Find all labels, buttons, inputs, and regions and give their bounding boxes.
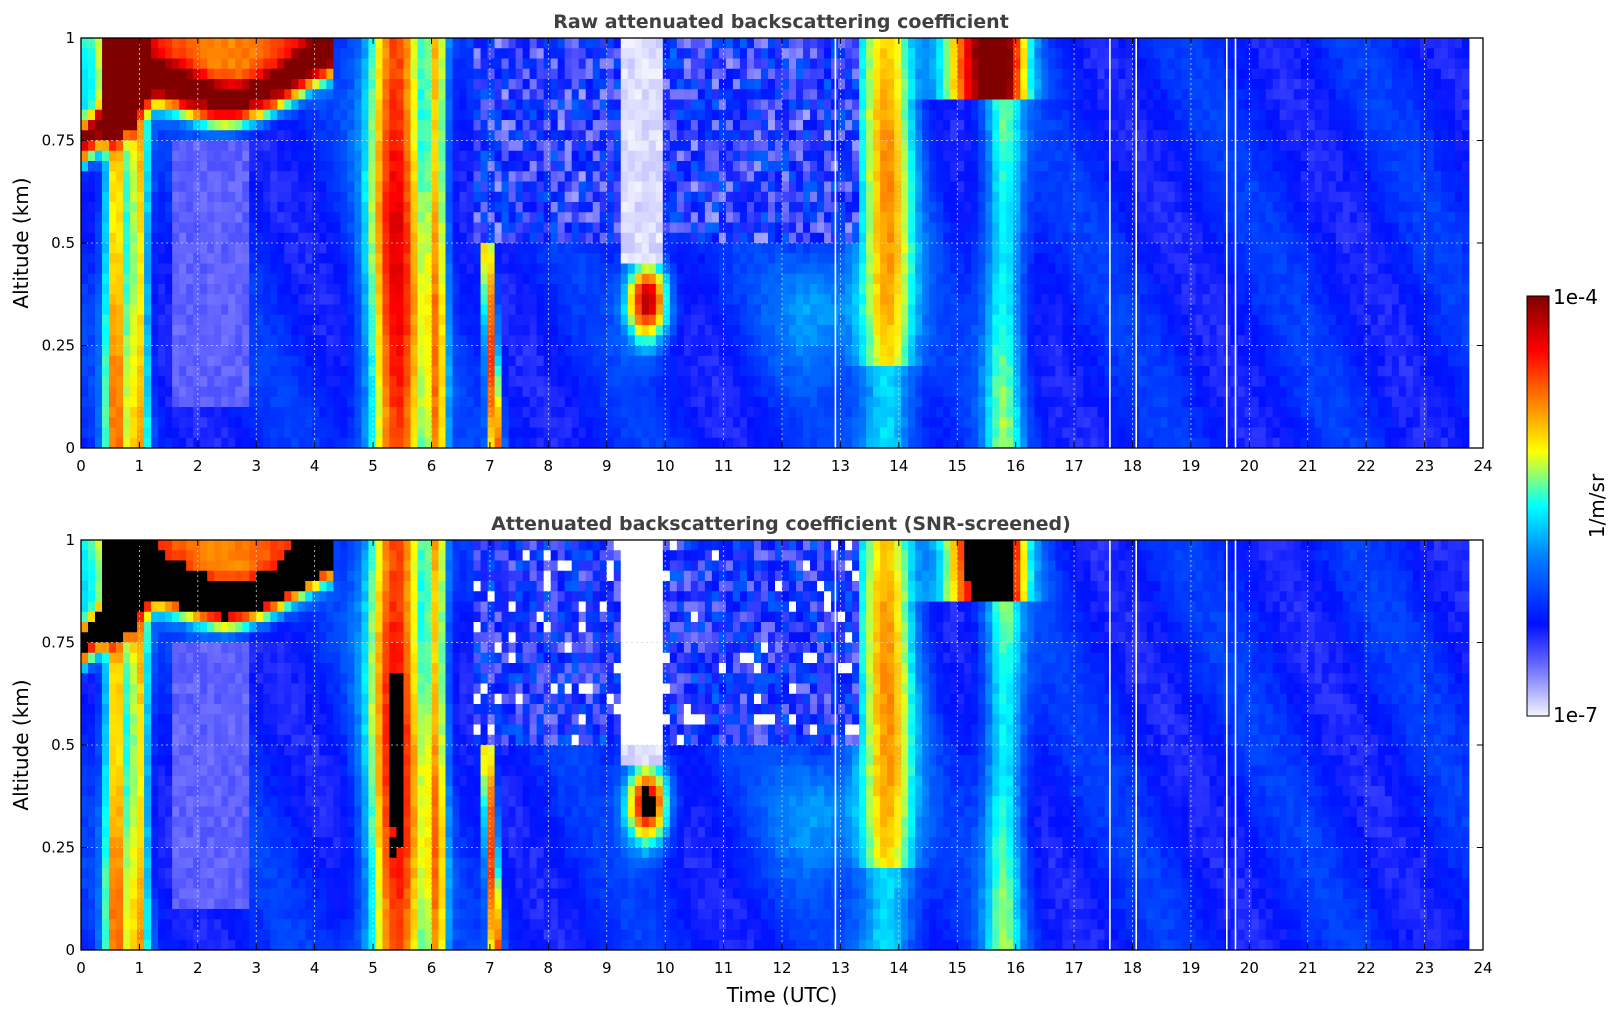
x-tick-label: 13: [831, 457, 850, 475]
x-tick-label: 6: [427, 959, 437, 977]
x-tick-label: 19: [1181, 959, 1200, 977]
x-tick-label: 18: [1123, 457, 1142, 475]
y-tick-label: 1: [65, 531, 75, 549]
y-tick-label: 0: [65, 439, 75, 457]
x-tick-label: 24: [1473, 457, 1492, 475]
x-tick-label: 0: [76, 457, 86, 475]
x-tick-label: 7: [485, 457, 495, 475]
panel-raw-ylabel: Altitude (km): [9, 177, 33, 308]
panel-screened-x-ticks: 0 1 2 3 4 5 6 7 8 9 10 11 12 13 14 15 16 17 18 19 20 21 22 23 24: [76, 540, 1493, 977]
y-tick-label: 0.25: [42, 337, 75, 355]
panel-screened-xlabel: Time (UTC): [726, 983, 838, 1007]
x-tick-label: 3: [251, 457, 261, 475]
x-tick-label: 13: [831, 959, 850, 977]
x-tick-label: 2: [193, 959, 203, 977]
panel-raw-x-ticks: 0 1 2 3 4 5 6 7 8 9 10 11 12 13 14 15 16 17 18 19 20 21 22 23 24: [76, 38, 1493, 475]
x-tick-label: 20: [1240, 457, 1259, 475]
x-tick-label: 3: [251, 959, 261, 977]
x-tick-label: 15: [948, 959, 967, 977]
x-tick-label: 4: [310, 457, 320, 475]
panel-raw: Raw attenuated backscattering coefficien…: [9, 11, 1493, 475]
x-tick-label: 21: [1298, 959, 1317, 977]
x-tick-label: 24: [1473, 959, 1492, 977]
panel-screened-title: Attenuated backscattering coefficient (S…: [491, 513, 1071, 535]
x-tick-label: 11: [714, 457, 733, 475]
x-tick-label: 1: [135, 457, 145, 475]
x-tick-label: 18: [1123, 959, 1142, 977]
x-tick-label: 16: [1006, 959, 1025, 977]
y-tick-label: 0.5: [51, 736, 75, 754]
panel-screened-y-ticks: 0 0.25 0.5 0.75 1: [42, 531, 1483, 959]
x-tick-label: 14: [889, 457, 908, 475]
x-tick-label: 23: [1415, 457, 1434, 475]
x-tick-label: 11: [714, 959, 733, 977]
x-tick-label: 21: [1298, 457, 1317, 475]
x-tick-label: 22: [1357, 959, 1376, 977]
x-tick-label: 0: [76, 959, 86, 977]
x-tick-label: 20: [1240, 959, 1259, 977]
y-tick-label: 0.75: [42, 634, 75, 652]
x-tick-label: 10: [656, 457, 675, 475]
y-tick-label: 0: [65, 941, 75, 959]
panel-raw-title: Raw attenuated backscattering coefficien…: [553, 11, 1009, 33]
x-tick-label: 5: [368, 457, 378, 475]
x-tick-label: 2: [193, 457, 203, 475]
x-tick-label: 6: [427, 457, 437, 475]
x-tick-label: 8: [544, 457, 554, 475]
panel-screened-ylabel: Altitude (km): [9, 679, 33, 810]
panel-screened: Attenuated backscattering coefficient (S…: [9, 513, 1493, 1007]
x-tick-label: 22: [1357, 457, 1376, 475]
colorbar-max-label: 1e-4: [1553, 285, 1598, 309]
colorbar: 1e-4 1e-7 1/m/sr: [1526, 285, 1609, 727]
y-tick-label: 0.5: [51, 234, 75, 252]
panel-raw-heatmap: [81, 38, 1483, 449]
x-tick-label: 9: [602, 959, 612, 977]
y-tick-label: 1: [65, 29, 75, 47]
x-tick-label: 10: [656, 959, 675, 977]
x-tick-label: 16: [1006, 457, 1025, 475]
x-tick-label: 17: [1065, 457, 1084, 475]
x-tick-label: 8: [544, 959, 554, 977]
x-tick-label: 4: [310, 959, 320, 977]
colorbar-gradient: [1526, 295, 1550, 717]
y-tick-label: 0.75: [42, 132, 75, 150]
colorbar-min-label: 1e-7: [1553, 703, 1598, 727]
x-tick-label: 14: [889, 959, 908, 977]
x-tick-label: 15: [948, 457, 967, 475]
x-tick-label: 5: [368, 959, 378, 977]
colorbar-label: 1/m/sr: [1585, 473, 1609, 538]
panel-screened-grid: [81, 540, 1483, 950]
x-tick-label: 7: [485, 959, 495, 977]
x-tick-label: 23: [1415, 959, 1434, 977]
panel-raw-y-ticks: 0 0.25 0.5 0.75 1: [42, 29, 1483, 457]
y-tick-label: 0.25: [42, 839, 75, 857]
x-tick-label: 12: [772, 959, 791, 977]
x-tick-label: 17: [1065, 959, 1084, 977]
x-tick-label: 1: [135, 959, 145, 977]
x-tick-label: 12: [772, 457, 791, 475]
x-tick-label: 9: [602, 457, 612, 475]
x-tick-label: 19: [1181, 457, 1200, 475]
panel-raw-grid: [81, 38, 1483, 448]
